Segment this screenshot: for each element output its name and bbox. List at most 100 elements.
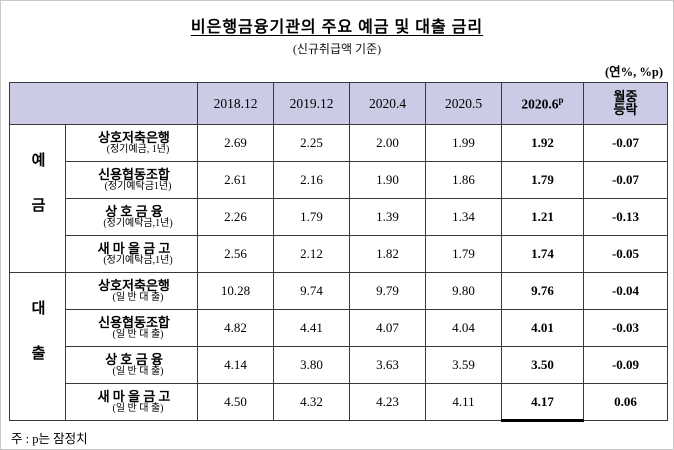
- value-cell: 4.11: [425, 383, 502, 421]
- row-label-cell: 새 마 을 금 고 (일 반 대 출): [65, 383, 198, 421]
- row-label: 새 마 을 금 고: [97, 388, 171, 404]
- value-cell: 1.34: [425, 198, 502, 236]
- row-label: 상호저축은행: [98, 277, 170, 293]
- page-subtitle: (신규취급액 기준): [292, 42, 382, 56]
- value-cell-highlight: 1.21: [501, 198, 584, 236]
- table-row-loan-1: 대출 상호저축은행 (일 반 대 출) 10.28 9.74 9.79 9.80…: [9, 272, 668, 421]
- page-title: 비은행금융기관의 주요 예금 및 대출 금리: [190, 19, 484, 36]
- value-cell: 1.79: [273, 198, 350, 236]
- value-cell: 4.41: [273, 309, 350, 347]
- value-cell-change: -0.03: [583, 309, 668, 347]
- table-row-deposit-4: 새 마 을 금 고 (정기예탁금,1년) 2.56 2.12 1.82 1.79…: [10, 235, 668, 273]
- value-cell: 1.39: [349, 198, 426, 236]
- value-cell-highlight: 1.92: [501, 124, 584, 162]
- value-cell: 9.74: [273, 272, 350, 310]
- value-cell: 9.79: [349, 272, 426, 310]
- row-sublabel: (정기예탁금,1년): [103, 218, 173, 230]
- value-cell: 3.59: [425, 346, 502, 384]
- row-label-cell: 새 마 을 금 고 (정기예탁금,1년): [65, 235, 198, 273]
- table-row-loan-3: 상 호 금 융 (일 반 대 출) 4.14 3.80 3.63 3.59 3.…: [10, 346, 668, 384]
- value-cell-highlight: 4.01: [501, 309, 584, 347]
- value-cell: 2.00: [349, 124, 426, 162]
- value-cell-change: -0.04: [583, 272, 668, 310]
- header-empty-cell: [9, 82, 198, 125]
- value-cell: 1.79: [425, 235, 502, 273]
- table-row-deposit-1: 예금 상호저축은행 (정기예금, 1년) 2.69 2.25 2.00 1.99…: [9, 124, 668, 273]
- unit-note: (연%, %p): [604, 65, 663, 79]
- value-cell: 1.82: [349, 235, 426, 273]
- value-cell-change: -0.07: [583, 124, 668, 162]
- row-sublabel: (일 반 대 출): [112, 329, 164, 341]
- group-label-loan-text: 대출: [29, 299, 45, 390]
- value-cell: 2.12: [273, 235, 350, 273]
- value-cell: 4.50: [197, 383, 274, 421]
- header-2020-5: 2020.5: [425, 82, 502, 125]
- value-cell: 9.80: [425, 272, 502, 310]
- row-label-cell: 상호저축은행 (정기예금, 1년): [65, 124, 198, 162]
- value-cell: 1.86: [425, 161, 502, 199]
- value-cell: 4.04: [425, 309, 502, 347]
- value-cell: 2.26: [197, 198, 274, 236]
- value-cell-change: -0.09: [583, 346, 668, 384]
- value-cell: 4.82: [197, 309, 274, 347]
- group-label-loan: 대출: [9, 272, 66, 421]
- value-cell-highlight: 1.74: [501, 235, 584, 273]
- table-row-deposit-3: 상 호 금 융 (정기예탁금,1년) 2.26 1.79 1.39 1.34 1…: [10, 198, 668, 236]
- group-label-deposit-text: 예금: [29, 151, 45, 242]
- value-cell: 1.90: [349, 161, 426, 199]
- value-cell: 3.80: [273, 346, 350, 384]
- row-sublabel: (일 반 대 출): [112, 292, 164, 304]
- value-cell: 4.32: [273, 383, 350, 421]
- value-cell: 4.14: [197, 346, 274, 384]
- header-2019-12: 2019.12: [273, 82, 350, 125]
- row-label-cell: 상호저축은행 (일 반 대 출): [65, 272, 198, 310]
- row-label-cell: 신용협동조합 (정기예탁금1년): [65, 161, 198, 199]
- value-cell: 4.23: [349, 383, 426, 421]
- value-cell: 1.99: [425, 124, 502, 162]
- value-cell: 2.16: [273, 161, 350, 199]
- row-sublabel: (일 반 대 출): [112, 366, 164, 378]
- header-2020-6-text: 2020.6: [521, 96, 559, 112]
- header-2020-6p: 2020.6p: [501, 82, 584, 125]
- header-row: 2018.12 2019.12 2020.4 2020.5 2020.6p 월중…: [9, 82, 668, 125]
- value-cell: 2.61: [197, 161, 274, 199]
- value-cell-change: -0.13: [583, 198, 668, 236]
- value-cell: 3.63: [349, 346, 426, 384]
- row-label: 새 마 을 금 고: [97, 240, 171, 256]
- value-cell-change: 0.06: [583, 383, 668, 421]
- value-cell-highlight: 3.50: [501, 346, 584, 384]
- value-cell: 4.07: [349, 309, 426, 347]
- value-cell: 2.56: [197, 235, 274, 273]
- value-cell-highlight: 9.76: [501, 272, 584, 310]
- row-sublabel: (정기예금, 1년): [106, 144, 170, 156]
- value-cell-highlight: 1.79: [501, 161, 584, 199]
- header-2020-4: 2020.4: [349, 82, 426, 125]
- row-label: 신용협동조합: [98, 166, 170, 182]
- row-label-cell: 상 호 금 융 (일 반 대 출): [65, 346, 198, 384]
- row-sublabel: (정기예탁금1년): [104, 181, 172, 193]
- row-label: 신용협동조합: [98, 314, 170, 330]
- header-2018-12: 2018.12: [197, 82, 274, 125]
- header-monthly-change-line1: 월중: [613, 89, 638, 105]
- rates-table: 2018.12 2019.12 2020.4 2020.5 2020.6p 월중…: [9, 82, 668, 422]
- header-monthly-change: 월중 등락: [583, 82, 668, 125]
- row-label: 상 호 금 융: [105, 351, 163, 367]
- row-label-cell: 신용협동조합 (일 반 대 출): [65, 309, 198, 347]
- row-label-cell: 상 호 금 융 (정기예탁금,1년): [65, 198, 198, 236]
- value-cell: 10.28: [197, 272, 274, 310]
- group-label-deposit: 예금: [9, 124, 66, 273]
- row-sublabel: (정기예탁금,1년): [103, 255, 173, 267]
- row-sublabel: (일 반 대 출): [112, 403, 164, 415]
- value-cell: 2.69: [197, 124, 274, 162]
- row-label: 상호저축은행: [98, 129, 170, 145]
- footnote: 주 : p는 잠정치: [11, 432, 88, 446]
- row-label: 상 호 금 융: [105, 203, 163, 219]
- table-row-loan-4: 새 마 을 금 고 (일 반 대 출) 4.50 4.32 4.23 4.11 …: [10, 383, 668, 422]
- header-monthly-change-line2: 등락: [613, 101, 638, 117]
- value-cell-highlight: 4.17: [501, 383, 584, 422]
- value-cell-change: -0.05: [583, 235, 668, 273]
- table-row-loan-2: 신용협동조합 (일 반 대 출) 4.82 4.41 4.07 4.04 4.0…: [10, 309, 668, 347]
- table-row-deposit-2: 신용협동조합 (정기예탁금1년) 2.61 2.16 1.90 1.86 1.7…: [10, 161, 668, 199]
- value-cell: 2.25: [273, 124, 350, 162]
